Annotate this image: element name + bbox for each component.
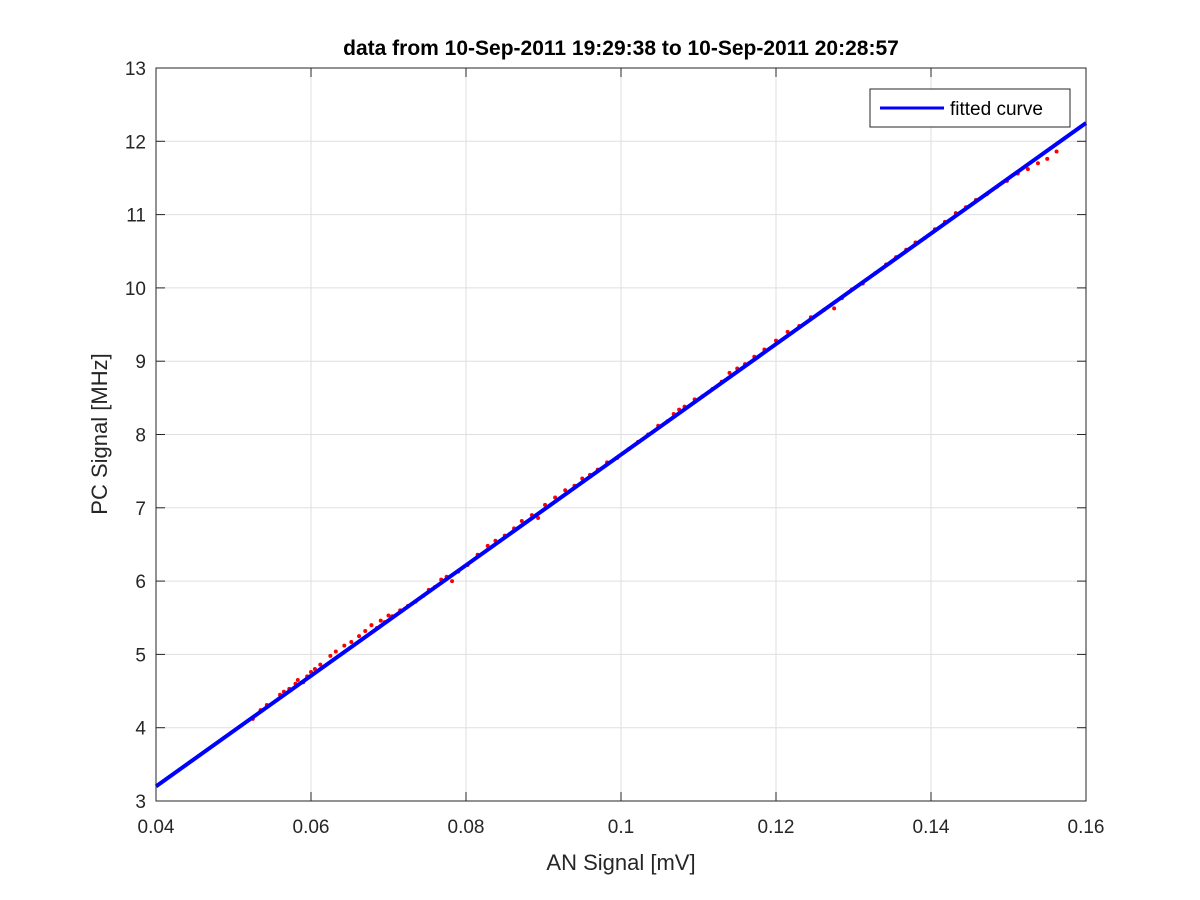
data-point bbox=[333, 649, 338, 654]
y-tick-label: 10 bbox=[125, 279, 146, 300]
y-tick-label: 9 bbox=[135, 352, 146, 373]
x-tick-label: 0.04 bbox=[138, 817, 175, 838]
data-point bbox=[450, 579, 455, 584]
data-point bbox=[328, 653, 333, 658]
data-point bbox=[342, 643, 347, 648]
data-point bbox=[369, 623, 374, 628]
data-point bbox=[363, 628, 368, 633]
y-tick-label: 11 bbox=[126, 206, 146, 227]
fitted-curve-line bbox=[154, 121, 1088, 788]
data-point bbox=[1025, 167, 1030, 172]
chart-title: data from 10-Sep-2011 19:29:38 to 10-Sep… bbox=[343, 37, 899, 60]
x-tick-label: 0.14 bbox=[913, 817, 950, 838]
fit-line-layer bbox=[154, 121, 1088, 788]
legend-label-fitted-curve: fitted curve bbox=[950, 99, 1043, 120]
data-point bbox=[832, 306, 837, 311]
x-tick-label: 0.16 bbox=[1068, 817, 1105, 838]
y-tick-label: 8 bbox=[135, 426, 146, 447]
data-point bbox=[727, 370, 732, 375]
x-tick-label: 0.08 bbox=[448, 817, 485, 838]
legend: fitted curve bbox=[869, 88, 1071, 128]
data-point bbox=[295, 678, 300, 683]
data-point bbox=[519, 518, 524, 523]
y-tick-label: 12 bbox=[125, 132, 146, 153]
data-point bbox=[378, 618, 383, 623]
y-tick-label: 13 bbox=[125, 59, 146, 80]
data-point bbox=[1045, 156, 1050, 161]
x-tick-label: 0.1 bbox=[608, 817, 634, 838]
data-point bbox=[536, 516, 541, 521]
data-point bbox=[563, 488, 568, 493]
y-axis-label: PC Signal [MHz] bbox=[87, 353, 112, 514]
y-tick-labels: 3 4 5 6 7 8 9 10 11 12 13 bbox=[125, 59, 147, 813]
data-point bbox=[386, 613, 391, 618]
data-point bbox=[318, 662, 323, 667]
axis-ticks bbox=[155, 67, 1087, 802]
y-tick-label: 4 bbox=[135, 719, 146, 740]
y-tick-label: 5 bbox=[135, 645, 146, 666]
x-tick-label: 0.06 bbox=[293, 817, 330, 838]
data-point bbox=[1054, 149, 1059, 154]
y-tick-label: 7 bbox=[135, 499, 146, 520]
y-tick-label: 6 bbox=[135, 572, 146, 593]
x-tick-labels: 0.04 0.06 0.08 0.1 0.12 0.14 0.16 bbox=[138, 817, 1105, 838]
x-axis-label: AN Signal [mV] bbox=[546, 850, 695, 875]
x-tick-label: 0.12 bbox=[758, 817, 795, 838]
data-point bbox=[357, 634, 362, 639]
data-point bbox=[1035, 161, 1040, 166]
y-tick-label: 3 bbox=[135, 792, 146, 813]
data-point bbox=[349, 639, 354, 644]
